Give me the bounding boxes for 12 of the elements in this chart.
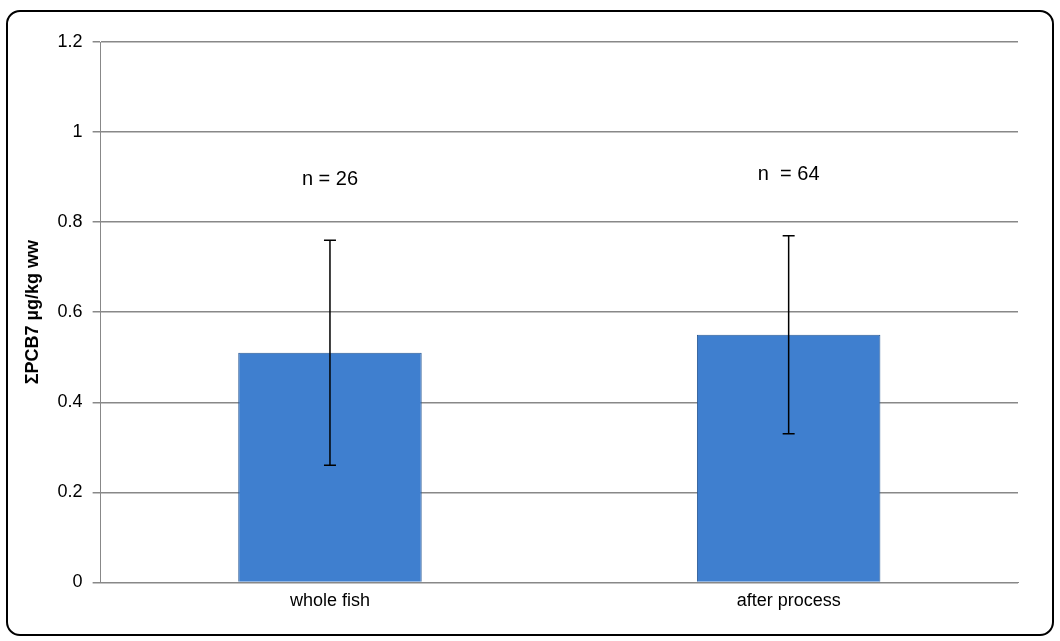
- y-tick-label: 0: [72, 571, 83, 592]
- y-tick-label: 1.2: [57, 30, 83, 51]
- y-tick-label: 0.4: [57, 391, 83, 412]
- y-tick-label: 1: [72, 121, 83, 142]
- y-axis-title: ΣPCB7 µg/kg ww: [21, 239, 42, 385]
- x-tick-label: after process: [736, 590, 841, 611]
- y-tick-label: 0.6: [57, 301, 83, 322]
- y-tick-label: 0.2: [57, 481, 83, 502]
- x-tick-label: whole fish: [288, 590, 370, 611]
- annotation: n = 26: [301, 167, 359, 190]
- annotation: n = 64: [757, 161, 820, 184]
- y-tick-label: 0.8: [57, 211, 83, 232]
